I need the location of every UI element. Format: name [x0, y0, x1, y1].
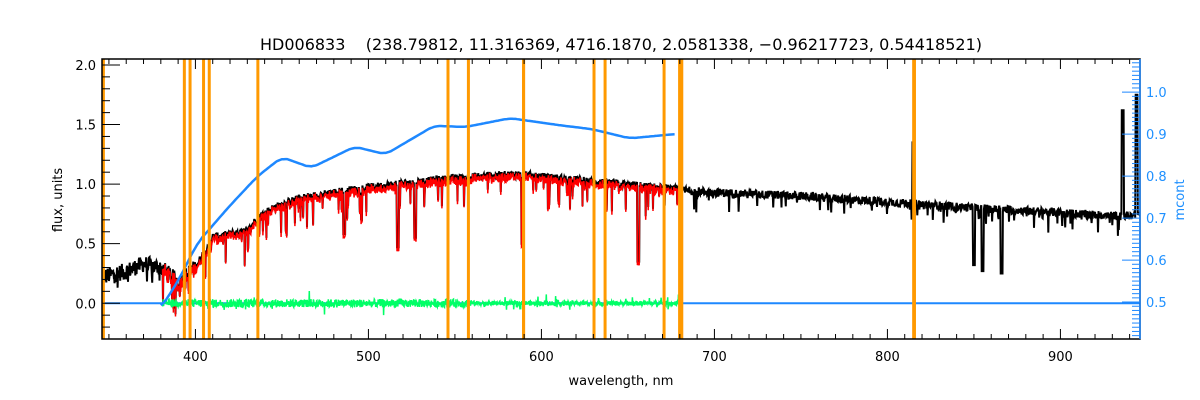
- y2-tick-label: 0.5: [1146, 296, 1167, 311]
- y2-tick-label: 0.6: [1146, 254, 1167, 269]
- x-tick-label: 400: [183, 350, 208, 365]
- mask-band: [912, 59, 916, 339]
- y2-tick-label: 0.8: [1146, 170, 1167, 185]
- y2-tick-label: 1.0: [1146, 86, 1167, 101]
- x-tick-label: 600: [529, 350, 554, 365]
- x-axis-label: wavelength, nm: [569, 374, 674, 389]
- mask-band: [678, 59, 684, 339]
- chart-title: HD006833 (238.79812, 11.316369, 4716.187…: [260, 35, 982, 54]
- y-tick-label: 2.0: [75, 59, 96, 74]
- y2-tick-label: 0.9: [1146, 128, 1167, 143]
- x-tick-label: 900: [1048, 350, 1073, 365]
- x-tick-label: 500: [356, 350, 381, 365]
- y-tick-label: 1.5: [75, 119, 96, 134]
- plot-content: [102, 59, 1140, 339]
- plot-area: [102, 59, 1140, 339]
- y-tick-label: 0.0: [75, 297, 96, 312]
- axes: 400 500 600 700 800 900 0.0 0.5 1.0 1.5 2.0 0.5 0.6 0…: [75, 58, 1167, 365]
- y2-tick-label: 0.7: [1146, 212, 1167, 227]
- y2-axis-label: mcont: [1173, 179, 1188, 220]
- x-tick-label: 800: [875, 350, 900, 365]
- residual-line: [161, 290, 681, 316]
- y-tick-label: 0.5: [75, 238, 96, 253]
- x-tick-label: 700: [702, 350, 727, 365]
- mcont-line: [159, 117, 675, 307]
- mask-band: [522, 59, 526, 339]
- y-tick-label: 1.0: [75, 178, 96, 193]
- y-axis-label: flux, units: [51, 168, 66, 233]
